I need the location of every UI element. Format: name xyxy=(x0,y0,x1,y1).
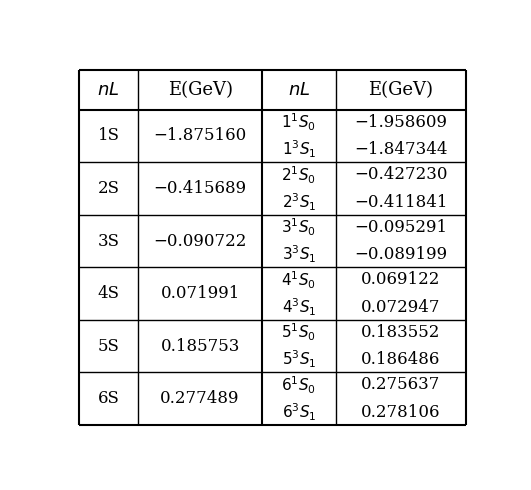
Text: 5S: 5S xyxy=(98,338,119,355)
Text: 0.275637: 0.275637 xyxy=(361,376,440,393)
Text: −0.090722: −0.090722 xyxy=(153,232,247,249)
Text: E(GeV): E(GeV) xyxy=(168,81,233,99)
Text: $5^3S_1$: $5^3S_1$ xyxy=(281,349,316,370)
Text: −1.875160: −1.875160 xyxy=(153,127,247,145)
Text: $nL$: $nL$ xyxy=(97,81,119,99)
Text: −0.427230: −0.427230 xyxy=(354,166,448,183)
Text: $6^1S_0$: $6^1S_0$ xyxy=(281,374,316,395)
Text: 0.277489: 0.277489 xyxy=(160,390,240,407)
Text: $4^3S_1$: $4^3S_1$ xyxy=(281,296,316,318)
Text: −1.958609: −1.958609 xyxy=(354,114,447,131)
Text: E(GeV): E(GeV) xyxy=(368,81,433,99)
Text: 6S: 6S xyxy=(98,390,119,407)
Text: −0.411841: −0.411841 xyxy=(354,194,448,211)
Text: $1^3S_1$: $1^3S_1$ xyxy=(281,139,316,160)
Text: 0.072947: 0.072947 xyxy=(361,299,441,316)
Text: 1S: 1S xyxy=(98,127,119,145)
Text: 0.183552: 0.183552 xyxy=(361,324,440,341)
Text: $3^1S_0$: $3^1S_0$ xyxy=(281,217,316,238)
Text: 0.186486: 0.186486 xyxy=(361,351,440,368)
Text: −0.415689: −0.415689 xyxy=(153,180,247,197)
Text: $4^1S_0$: $4^1S_0$ xyxy=(281,269,316,291)
Text: 0.185753: 0.185753 xyxy=(160,338,240,355)
Text: 3S: 3S xyxy=(98,232,119,249)
Text: 0.278106: 0.278106 xyxy=(361,404,441,421)
Text: 0.071991: 0.071991 xyxy=(160,285,240,302)
Text: −1.847344: −1.847344 xyxy=(354,141,448,158)
Text: −0.095291: −0.095291 xyxy=(354,219,447,236)
Text: $2^3S_1$: $2^3S_1$ xyxy=(281,192,316,213)
Text: $5^1S_0$: $5^1S_0$ xyxy=(281,321,316,343)
Text: $1^1S_0$: $1^1S_0$ xyxy=(281,112,316,133)
Text: 2S: 2S xyxy=(98,180,119,197)
Text: 0.069122: 0.069122 xyxy=(361,271,440,288)
Text: −0.089199: −0.089199 xyxy=(354,246,447,263)
Text: $6^3S_1$: $6^3S_1$ xyxy=(281,401,316,423)
Text: $nL$: $nL$ xyxy=(288,81,310,99)
Text: $2^1S_0$: $2^1S_0$ xyxy=(281,164,316,186)
Text: $3^3S_1$: $3^3S_1$ xyxy=(281,244,316,266)
Text: 4S: 4S xyxy=(98,285,119,302)
